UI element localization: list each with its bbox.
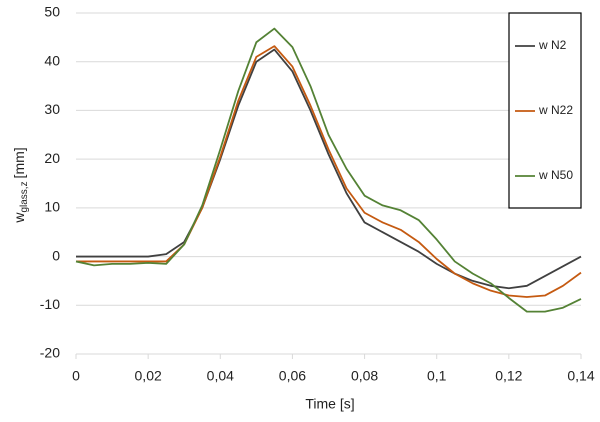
x-tick-label: 0,06 — [279, 368, 306, 384]
x-axis-label: Time [s] — [305, 396, 354, 412]
x-tick-label: 0,1 — [427, 368, 447, 384]
series-line — [76, 48, 582, 290]
series-line — [76, 45, 582, 298]
legend-label: w N50 — [538, 168, 573, 182]
x-tick-label: 0,04 — [207, 368, 234, 384]
x-tick-label: 0,12 — [495, 368, 522, 384]
x-tick-label: 0,14 — [567, 368, 594, 384]
y-tick-label: 30 — [44, 101, 60, 117]
y-label-sub: glass,z — [19, 181, 30, 212]
y-label-unit: [mm] — [11, 147, 27, 178]
y-tick-label: 20 — [44, 150, 60, 166]
y-axis-label: wglass,z [mm] — [11, 147, 30, 223]
y-tick-label: 40 — [44, 52, 60, 68]
x-tick-label: 0,02 — [135, 368, 162, 384]
x-tick-label: 0,08 — [351, 368, 378, 384]
legend-label: w N2 — [538, 38, 567, 52]
x-tick-label: 0 — [72, 368, 80, 384]
y-tick-label: 0 — [52, 247, 60, 263]
y-label-main: w — [11, 212, 27, 224]
y-tick-label: 50 — [44, 4, 60, 20]
y-tick-label: -20 — [40, 345, 60, 361]
series-line — [75, 27, 582, 313]
legend-label: w N22 — [538, 103, 573, 117]
y-tick-label: 10 — [44, 199, 60, 215]
y-tick-label: -10 — [40, 296, 60, 312]
